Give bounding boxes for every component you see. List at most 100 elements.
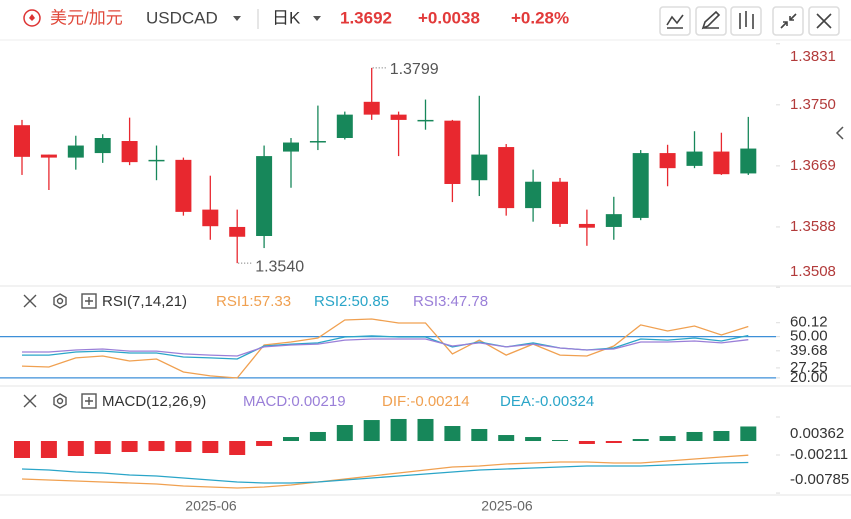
histogram-bar <box>148 441 165 452</box>
candle-body <box>444 120 461 184</box>
y-tick-label: 20.00 <box>790 369 828 386</box>
candle-body <box>713 151 730 175</box>
close-button[interactable] <box>808 6 840 36</box>
y-tick-label: 1.3750 <box>790 96 836 113</box>
symbol[interactable]: USDCAD <box>146 8 218 27</box>
indicator-title: RSI(7,14,21) <box>102 293 187 310</box>
line-icon <box>666 14 684 29</box>
candle-body <box>471 154 488 181</box>
add-plus <box>85 297 93 305</box>
y-tick-label: 0.00362 <box>790 425 844 442</box>
add-icon[interactable] <box>81 293 97 309</box>
remove-icon[interactable] <box>23 294 37 308</box>
candle-button[interactable] <box>730 6 762 36</box>
candle-body <box>552 181 568 224</box>
x-tick-label: 2025-06 <box>481 498 533 514</box>
histogram-bar <box>498 435 515 442</box>
histogram-bar <box>444 426 461 442</box>
candle-body <box>605 214 622 227</box>
candle-body <box>202 209 219 227</box>
candle-icon <box>739 11 754 29</box>
y-tick-label: 1.3831 <box>790 48 836 65</box>
settings-icon[interactable] <box>53 393 67 409</box>
histogram-bar <box>552 440 568 442</box>
change: +0.0038 <box>418 8 480 27</box>
histogram-bar <box>175 441 192 453</box>
candle-body <box>686 151 703 166</box>
y-tick-label: 27.25 <box>790 359 828 376</box>
indicator-line <box>21 461 749 484</box>
histogram-bar <box>525 437 542 442</box>
draw-button[interactable] <box>695 6 727 36</box>
pair-name[interactable]: 美元/加元 <box>50 8 123 27</box>
legend-entry: DIF:-0.00214 <box>382 393 470 410</box>
histogram-bar <box>283 437 299 442</box>
scroll-arrow[interactable] <box>835 126 844 140</box>
histogram-bar <box>605 441 622 443</box>
candle-body <box>148 159 165 162</box>
settings-dot <box>56 397 64 405</box>
histogram-bar <box>121 441 138 453</box>
indicator-line <box>21 454 749 489</box>
histogram-bar <box>202 441 219 454</box>
histogram-bar <box>632 439 649 442</box>
settings-icon[interactable] <box>53 293 67 309</box>
histogram-bar <box>363 420 380 442</box>
candle-body <box>256 156 273 236</box>
collapse-button[interactable] <box>772 6 804 36</box>
histogram-bar <box>309 431 326 442</box>
candle-body <box>40 154 57 158</box>
indicator-title: MACD(12,26,9) <box>102 393 206 410</box>
dropdown-caret[interactable] <box>313 16 321 21</box>
add-plus <box>85 397 93 405</box>
histogram-bar <box>336 425 353 442</box>
histogram-bar <box>686 431 703 442</box>
indicator-line <box>22 334 749 360</box>
period[interactable]: 日K <box>272 8 301 27</box>
chart-type-button[interactable] <box>659 6 691 36</box>
legend-entry: MACD:0.00219 <box>243 393 346 410</box>
histogram-bar <box>229 441 246 455</box>
histogram-bar <box>740 426 757 442</box>
remove-icon[interactable] <box>23 394 37 408</box>
x-tick-label: 2025-06 <box>185 498 237 514</box>
histogram-bar <box>713 430 730 442</box>
candle-body <box>740 148 757 174</box>
candle-body <box>283 142 299 152</box>
histogram-bar <box>67 441 84 456</box>
candle-body <box>659 153 676 169</box>
y-tick-label: 1.3508 <box>790 263 836 280</box>
candle-body <box>417 119 434 122</box>
candle-body <box>121 141 138 163</box>
y-tick-label: 50.00 <box>790 328 828 345</box>
candle-body <box>632 153 649 218</box>
histogram-bar <box>14 441 30 458</box>
candle-body <box>578 223 595 228</box>
close-icon <box>816 13 832 29</box>
histogram-bar <box>417 418 434 442</box>
histogram-bar <box>40 441 57 458</box>
price: 1.3692 <box>340 8 392 27</box>
change-pct: +0.28% <box>511 8 569 27</box>
candle-body <box>175 159 192 212</box>
candle-body <box>14 125 30 157</box>
dropdown-caret[interactable] <box>233 16 241 21</box>
indicator-line <box>21 318 749 379</box>
histogram-bar <box>256 441 273 446</box>
y-tick-label: 1.3588 <box>790 218 836 235</box>
candle-body <box>525 181 542 209</box>
settings-dot <box>56 297 64 305</box>
collapse-icon <box>780 13 797 29</box>
histogram-bar <box>471 428 488 442</box>
add-icon[interactable] <box>81 393 97 409</box>
candle-body <box>309 141 326 143</box>
top-bar: 美元/加元 USDCAD 日K 1.3692 +0.0038 +0.28% <box>23 6 840 36</box>
annotation: 1.3540 <box>255 258 304 275</box>
candle-body <box>229 226 246 237</box>
y-tick-label: -0.00785 <box>790 471 849 488</box>
flag-leaf <box>29 14 35 21</box>
histogram-bar <box>659 436 676 442</box>
y-tick-label: -0.00211 <box>790 446 848 463</box>
histogram-bar <box>94 441 111 455</box>
